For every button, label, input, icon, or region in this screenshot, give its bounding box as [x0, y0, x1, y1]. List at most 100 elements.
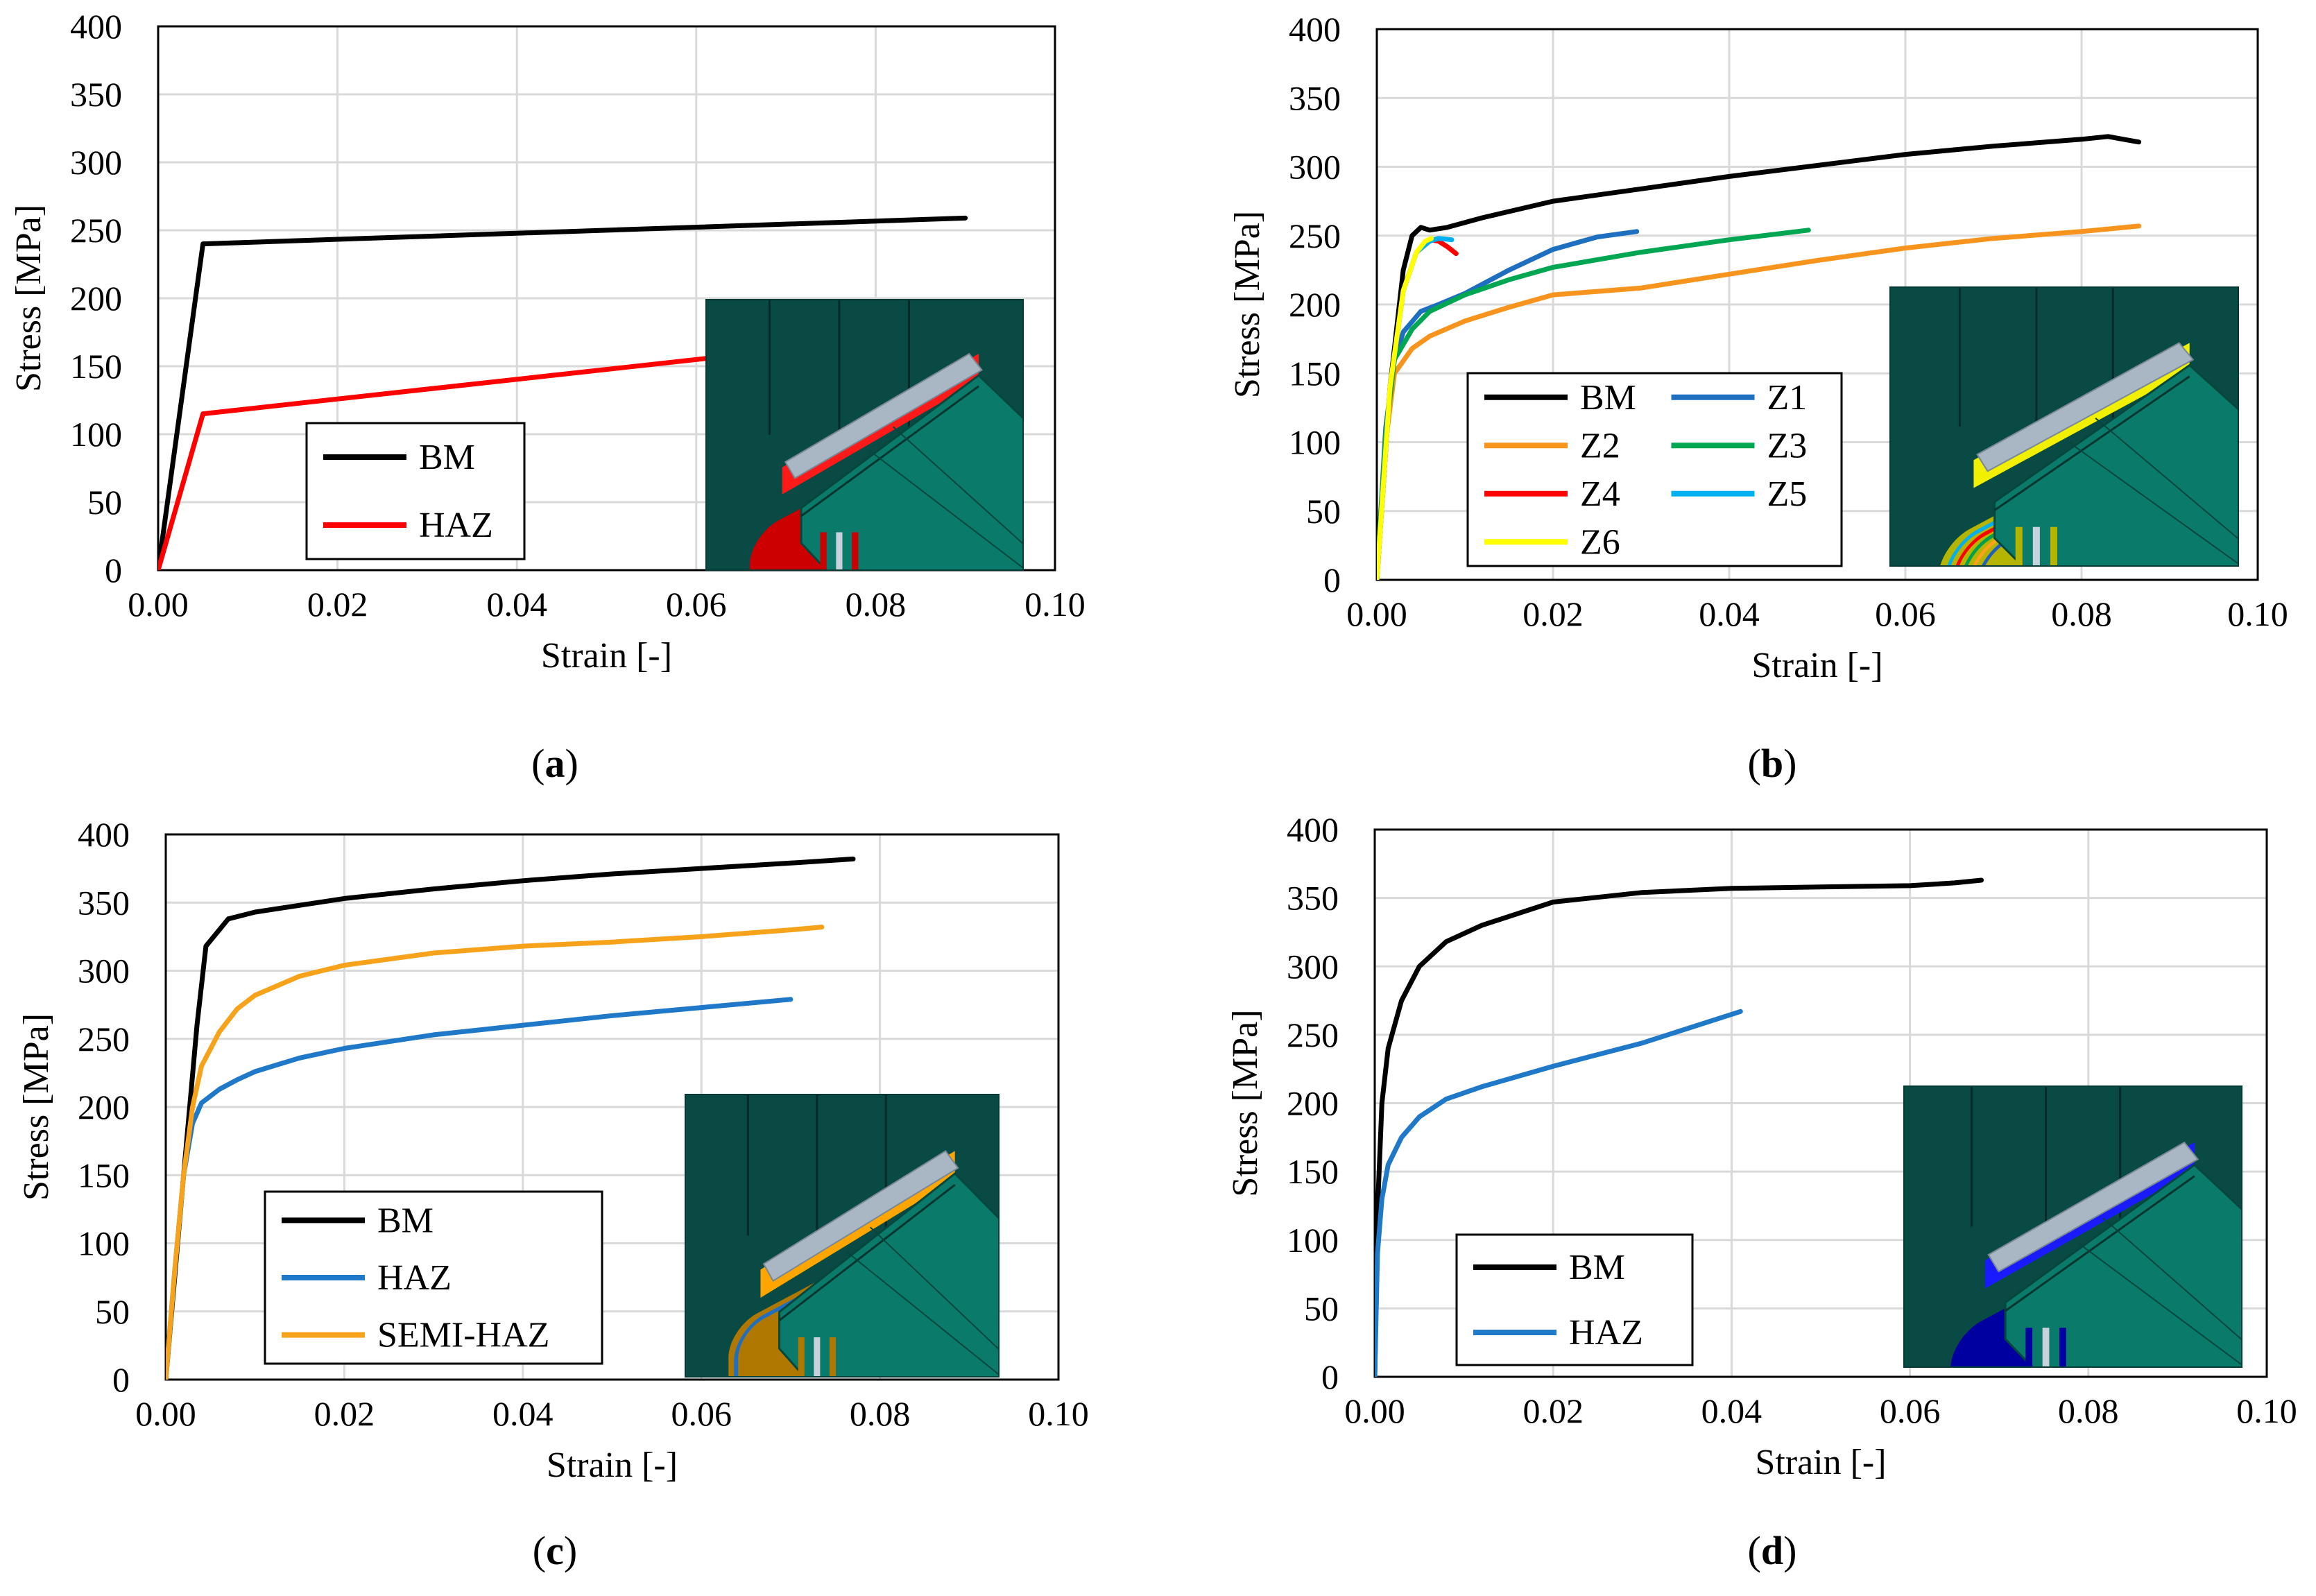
y-tick-label: 100	[78, 1224, 130, 1263]
x-tick-label: 0.10	[2227, 594, 2288, 633]
legend-label-z6: Z6	[1580, 522, 1620, 562]
y-tick-label: 0	[1323, 560, 1341, 599]
x-tick-label: 0.02	[307, 585, 368, 624]
legend-box	[1455, 1233, 1694, 1366]
inset-stiffener-bar	[1987, 1141, 2199, 1273]
inset-flange-edge	[1993, 375, 2190, 511]
x-tick-label: 0.10	[1024, 585, 1086, 624]
inset-weld-model	[685, 1094, 1000, 1378]
legend: BM HAZ SEMI-HAZ	[264, 1190, 603, 1365]
x-tick-label: 0.04	[1701, 1391, 1762, 1430]
series-line-bm	[1377, 134, 2142, 580]
series-line-z2	[1377, 223, 2142, 580]
legend-label-bm: BM	[1580, 378, 1636, 418]
x-tick-label: 0.06	[1875, 594, 1936, 633]
panel-a: 0.00 0.02 0.04 0.06 0.08 0.10 0 50 100 150 200 250 3…	[9, 7, 1086, 786]
inset-web-strip	[852, 532, 859, 570]
y-tick-label: 200	[1289, 285, 1341, 324]
series-group	[158, 215, 968, 570]
legend-label-bm: BM	[1569, 1248, 1625, 1287]
series-line-semi-haz	[166, 925, 825, 1380]
x-tick-label: 0.04	[492, 1394, 554, 1433]
inset-web-strip	[2050, 526, 2057, 566]
y-tick-label: 50	[1306, 492, 1341, 531]
y-tick-label: 150	[1289, 354, 1341, 393]
inset-web-strip	[2032, 526, 2040, 566]
y-tick-label: 100	[1287, 1221, 1339, 1260]
plot-frame	[157, 25, 1056, 572]
plot-frame	[1375, 28, 2259, 581]
inset-web-strip	[2059, 1328, 2066, 1367]
panel-label: (c)	[533, 1528, 577, 1573]
panel-label: (a)	[531, 741, 578, 786]
inset-web-strip	[829, 1337, 836, 1377]
legend-box	[1466, 372, 1843, 567]
y-tick-label: 150	[78, 1156, 130, 1194]
legend-label-haz: HAZ	[1569, 1313, 1643, 1353]
y-tick-label: 350	[1289, 78, 1341, 117]
inset-flange-plate	[778, 1172, 999, 1377]
y-tick-label: 350	[78, 883, 130, 922]
y-tick-label: 250	[70, 211, 122, 250]
y-tick-label: 50	[87, 483, 122, 522]
plot-frame	[1373, 828, 2268, 1378]
panel-label: (d)	[1748, 1528, 1797, 1573]
series-group	[1375, 877, 1984, 1377]
series-line-haz	[1375, 1009, 1743, 1377]
inset-flange-plate	[1993, 363, 2238, 566]
series-group	[166, 856, 856, 1380]
inset-weld-model	[705, 299, 1024, 571]
series-line-bm	[1375, 877, 1984, 1377]
x-tick-label: 0.08	[850, 1394, 911, 1433]
y-tick-label: 0	[105, 551, 122, 590]
y-tick-label: 400	[1289, 10, 1341, 49]
x-tick-label: 0.08	[846, 585, 907, 624]
series-group	[1377, 134, 2142, 580]
series-line-bm	[166, 856, 856, 1380]
x-tick-label: 0.00	[1346, 594, 1407, 633]
y-tick-label: 0	[112, 1360, 130, 1399]
x-tick-label: 0.02	[1522, 1391, 1584, 1430]
legend-label-bm: BM	[419, 438, 475, 477]
y-tick-label: 400	[78, 815, 130, 854]
panel-b: 0.00 0.02 0.04 0.06 0.08 0.10 0 50 100 150 200 250 3…	[1228, 10, 2288, 786]
x-tick-label: 0.10	[2236, 1391, 2297, 1430]
x-tick-label: 0.02	[1522, 594, 1584, 633]
y-tick-label: 300	[78, 952, 130, 990]
series-line-haz	[158, 355, 712, 570]
inset-web-strip	[2015, 526, 2023, 566]
y-tick-label: 350	[70, 75, 122, 114]
inset-flange-mesh-line	[2068, 442, 2238, 565]
x-tick-label: 0.02	[314, 1394, 375, 1433]
inset-flange-mesh-line	[2077, 1242, 2242, 1366]
x-tick-label: 0.06	[1880, 1391, 1941, 1430]
inset-flange-edge	[800, 385, 979, 517]
x-tick-label: 0.06	[666, 585, 727, 624]
inset-flange-mesh-line	[2102, 1217, 2242, 1341]
x-axis-title: Strain [-]	[1755, 1443, 1886, 1482]
x-tick-label: 0.08	[2051, 594, 2112, 633]
panel-c: 0.00 0.02 0.04 0.06 0.08 0.10 0 50 100 150 200 250 3…	[17, 815, 1089, 1573]
panel-label: (b)	[1748, 741, 1797, 786]
inset-flange-mesh-line	[846, 1251, 999, 1375]
legend-label-z2: Z2	[1580, 426, 1620, 465]
legend-label-z5: Z5	[1767, 474, 1808, 514]
legend: BM HAZ	[1455, 1233, 1694, 1366]
y-axis-title: Stress [MPa]	[1228, 211, 1267, 398]
inset-flange-mesh-line	[869, 1226, 999, 1350]
legend-box	[305, 422, 526, 560]
inset-flange-plate	[800, 374, 1023, 570]
y-tick-label: 200	[78, 1088, 130, 1126]
x-axis-title: Strain [-]	[1751, 646, 1882, 685]
y-tick-label: 400	[70, 7, 122, 46]
inset-web-strip	[2025, 1328, 2033, 1367]
inset-flange-plate	[2004, 1163, 2242, 1367]
inset-weld-model	[1903, 1086, 2242, 1368]
legend-label-z1: Z1	[1767, 378, 1808, 418]
plot-frame	[164, 833, 1060, 1381]
x-tick-label: 0.00	[128, 585, 189, 624]
y-tick-label: 300	[70, 143, 122, 182]
inset-web-strip	[798, 1337, 805, 1377]
y-axis-title: Stress [MPa]	[1226, 1009, 1265, 1196]
